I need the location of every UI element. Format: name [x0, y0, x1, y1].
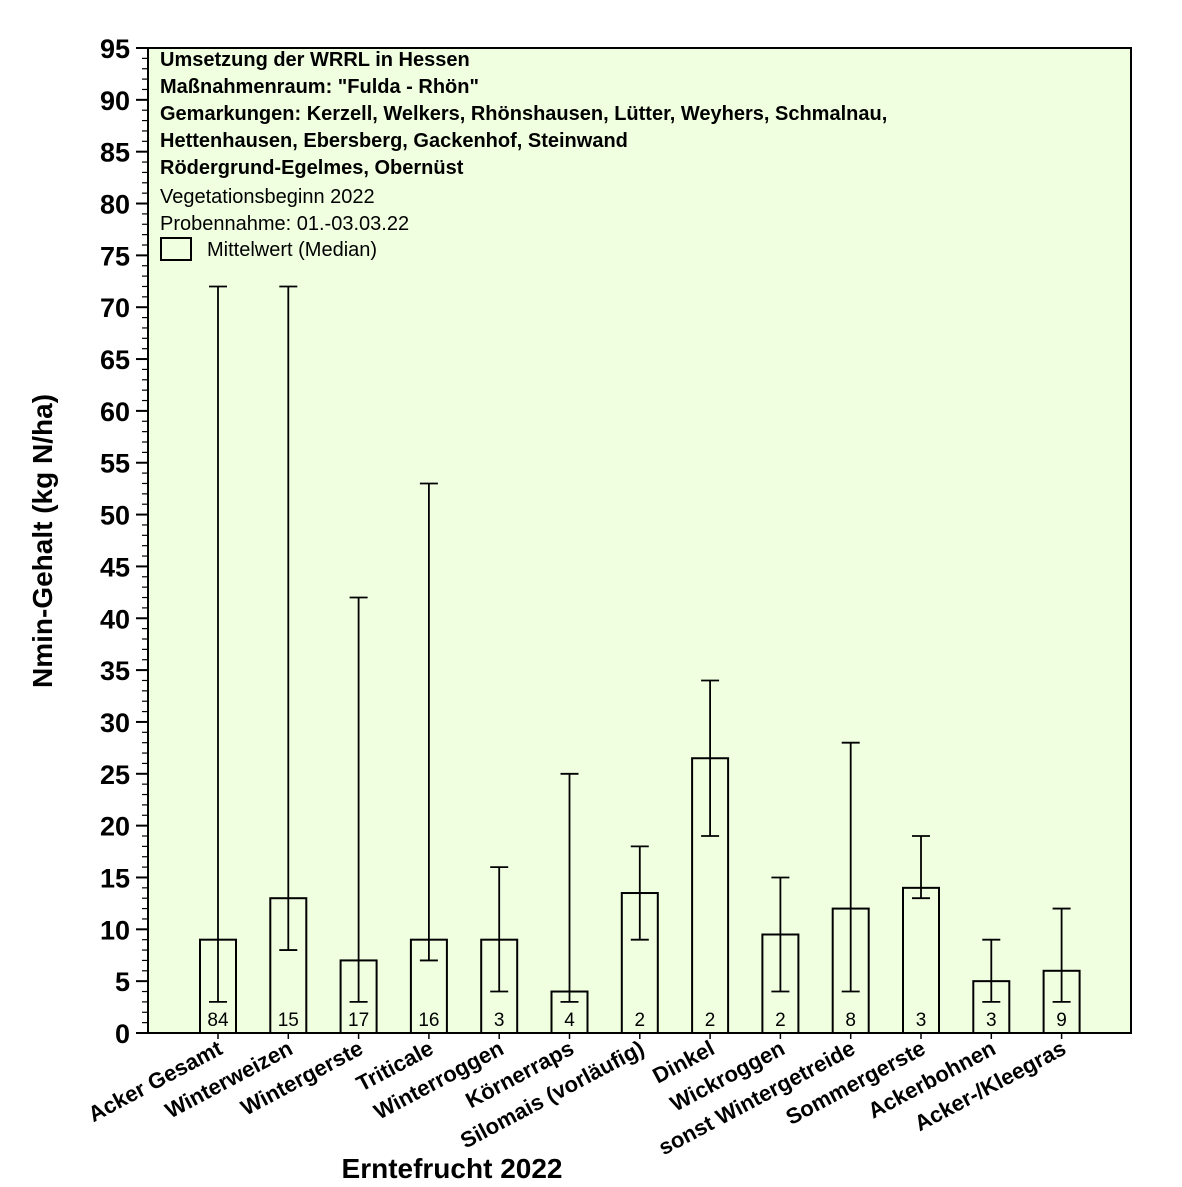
- title-line: Umsetzung der WRRL in Hessen: [160, 49, 470, 71]
- subtitle-line: Probennahme: 01.-03.03.22: [160, 213, 409, 235]
- title-line: Maßnahmenraum: "Fulda - Rhön": [160, 76, 479, 98]
- subtitle-line: Vegetationsbeginn 2022: [160, 186, 375, 208]
- sample-count-label: 2: [705, 1010, 716, 1031]
- bar: [902, 886, 940, 1034]
- y-tick-label: 15: [100, 863, 130, 893]
- y-tick-label: 80: [100, 190, 130, 220]
- sample-count-label: 17: [348, 1010, 369, 1031]
- sample-count-label: 84: [207, 1010, 229, 1031]
- sample-count-label: 16: [418, 1010, 439, 1031]
- title-line: Rödergrund-Egelmes, Obernüst: [160, 157, 464, 179]
- sample-count-label: 3: [986, 1010, 997, 1031]
- y-tick-label: 40: [100, 604, 130, 634]
- sample-count-label: 9: [1056, 1010, 1067, 1031]
- sample-count-label: 15: [278, 1010, 299, 1031]
- sample-count-label: 3: [494, 1010, 505, 1031]
- x-axis-label: Erntefrucht 2022: [342, 1153, 563, 1182]
- y-tick-label: 10: [100, 915, 130, 945]
- y-tick-label: 0: [115, 1019, 130, 1049]
- y-tick-label: 20: [100, 812, 130, 842]
- y-tick-label: 55: [100, 449, 130, 479]
- sample-count-label: 2: [635, 1010, 646, 1031]
- y-tick-label: 90: [100, 86, 130, 116]
- y-tick-label: 70: [100, 293, 130, 323]
- y-tick-label: 50: [100, 501, 130, 531]
- y-tick-label: 85: [100, 138, 130, 168]
- y-tick-label: 25: [100, 760, 130, 790]
- y-tick-label: 30: [100, 708, 130, 738]
- title-line: Gemarkungen: Kerzell, Welkers, Rhönshaus…: [160, 103, 887, 125]
- y-tick-label: 95: [100, 34, 130, 64]
- y-tick-label: 45: [100, 552, 130, 582]
- sample-count-label: 4: [564, 1010, 575, 1031]
- y-tick-label: 35: [100, 656, 130, 686]
- legend-swatch: [160, 237, 192, 261]
- y-tick-label: 60: [100, 397, 130, 427]
- sample-count-label: 2: [775, 1010, 786, 1031]
- y-tick-label: 5: [115, 967, 130, 997]
- sample-count-label: 8: [845, 1010, 856, 1031]
- legend-label: Mittelwert (Median): [207, 239, 377, 261]
- y-tick-label: 75: [100, 241, 130, 271]
- y-tick-label: 65: [100, 345, 130, 375]
- sample-count-label: 3: [916, 1010, 927, 1031]
- y-axis-label: Nmin-Gehalt (kg N/ha): [27, 394, 58, 688]
- title-line: Hettenhausen, Ebersberg, Gackenhof, Stei…: [160, 130, 628, 152]
